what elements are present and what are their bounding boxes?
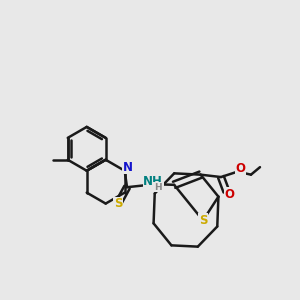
Text: O: O: [236, 162, 245, 175]
Text: N: N: [123, 160, 133, 174]
Text: O: O: [224, 188, 234, 201]
Text: S: S: [114, 197, 122, 210]
Text: S: S: [199, 214, 207, 227]
Text: H: H: [154, 183, 161, 192]
Text: NH: NH: [143, 175, 163, 188]
